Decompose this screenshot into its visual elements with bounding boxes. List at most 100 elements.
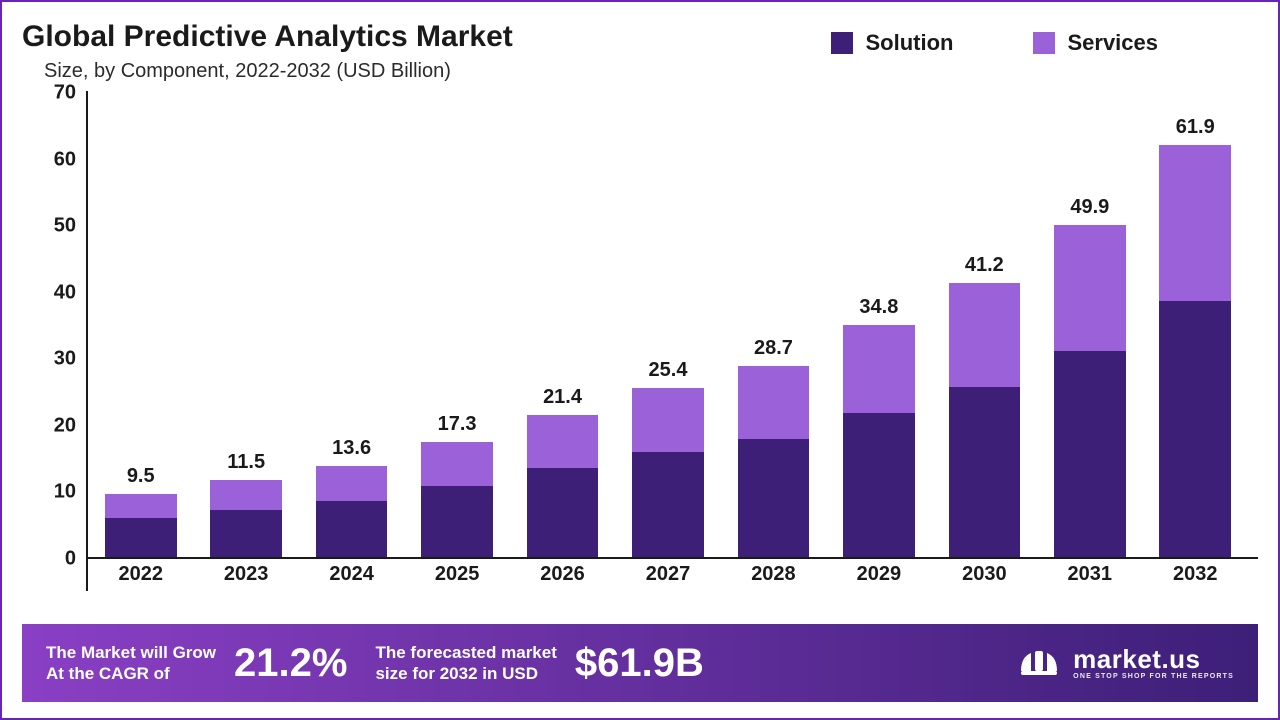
bar-slot: 61.9 bbox=[1143, 91, 1248, 557]
bar-slot: 28.7 bbox=[721, 91, 826, 557]
bar-segment-services bbox=[738, 366, 810, 439]
bar-total-label: 21.4 bbox=[543, 386, 582, 409]
y-axis: 010203040506070 bbox=[22, 91, 86, 591]
x-axis-label: 2030 bbox=[932, 563, 1037, 591]
y-tick-label: 0 bbox=[65, 548, 76, 571]
bar-segment-services bbox=[1159, 145, 1231, 301]
y-tick-label: 50 bbox=[54, 215, 76, 238]
x-axis-label: 2026 bbox=[510, 563, 615, 591]
legend-item: Solution bbox=[831, 30, 953, 56]
bar-segment-solution bbox=[105, 518, 177, 557]
bar-segment-services bbox=[316, 466, 388, 501]
bar-slot: 41.2 bbox=[932, 91, 1037, 557]
bar-slot: 9.5 bbox=[88, 91, 193, 557]
bar-slot: 49.9 bbox=[1037, 91, 1142, 557]
bar-segment-services bbox=[949, 283, 1021, 387]
bar-stack bbox=[105, 494, 177, 557]
legend-swatch bbox=[1033, 32, 1055, 54]
cagr-value: 21.2% bbox=[234, 641, 347, 686]
bar-segment-solution bbox=[632, 452, 704, 557]
cagr-label: The Market will Grow At the CAGR of bbox=[46, 642, 216, 685]
bar-slot: 25.4 bbox=[615, 91, 720, 557]
bar-segment-services bbox=[527, 415, 599, 469]
x-axis-label: 2028 bbox=[721, 563, 826, 591]
brand-block: market.us ONE STOP SHOP FOR THE REPORTS bbox=[1017, 641, 1234, 685]
bar-total-label: 9.5 bbox=[127, 465, 155, 488]
bar-total-label: 25.4 bbox=[649, 359, 688, 382]
bar-segment-services bbox=[210, 480, 282, 509]
bar-stack bbox=[421, 442, 493, 557]
bar-segment-solution bbox=[843, 413, 915, 557]
legend-swatch bbox=[831, 32, 853, 54]
x-axis-label: 2025 bbox=[404, 563, 509, 591]
bar-stack bbox=[1159, 145, 1231, 557]
forecast-label-line: size for 2032 in USD bbox=[375, 663, 556, 684]
cagr-label-line: The Market will Grow bbox=[46, 642, 216, 663]
forecast-value: $61.9B bbox=[575, 641, 704, 686]
bar-segment-services bbox=[421, 442, 493, 486]
bar-segment-solution bbox=[210, 510, 282, 557]
bar-segment-services bbox=[632, 388, 704, 452]
header-row: Global Predictive Analytics Market Size,… bbox=[22, 20, 1258, 83]
legend-label: Services bbox=[1067, 30, 1158, 56]
bar-total-label: 11.5 bbox=[227, 451, 265, 474]
y-tick-label: 60 bbox=[54, 148, 76, 171]
x-axis-label: 2029 bbox=[826, 563, 931, 591]
title-block: Global Predictive Analytics Market Size,… bbox=[22, 20, 831, 83]
bar-segment-services bbox=[843, 325, 915, 413]
y-tick-label: 10 bbox=[54, 481, 76, 504]
bar-stack bbox=[843, 325, 915, 557]
x-axis-label: 2031 bbox=[1037, 563, 1142, 591]
bar-stack bbox=[210, 480, 282, 557]
bar-stack bbox=[1054, 225, 1126, 557]
chart-title: Global Predictive Analytics Market bbox=[22, 20, 831, 54]
brand-tagline: ONE STOP SHOP FOR THE REPORTS bbox=[1073, 673, 1234, 680]
y-tick-label: 20 bbox=[54, 414, 76, 437]
x-axis-label: 2024 bbox=[299, 563, 404, 591]
x-axis-label: 2022 bbox=[88, 563, 193, 591]
brand-text: market.us ONE STOP SHOP FOR THE REPORTS bbox=[1073, 646, 1234, 681]
x-axis-labels: 2022202320242025202620272028202920302031… bbox=[88, 563, 1248, 591]
bar-total-label: 17.3 bbox=[438, 413, 477, 436]
bar-slot: 17.3 bbox=[404, 91, 509, 557]
bar-stack bbox=[527, 415, 599, 557]
bar-segment-services bbox=[105, 494, 177, 518]
bar-total-label: 49.9 bbox=[1070, 196, 1109, 219]
bar-slot: 11.5 bbox=[193, 91, 298, 557]
y-tick-label: 40 bbox=[54, 281, 76, 304]
y-tick-label: 30 bbox=[54, 348, 76, 371]
bar-segment-solution bbox=[949, 387, 1021, 557]
bar-segment-services bbox=[1054, 225, 1126, 351]
legend-item: Services bbox=[1033, 30, 1158, 56]
plot-region: 9.5 11.5 13.6 17.3 21.4 25.4 28.7 34.8 41.2 49.9 6… bbox=[86, 91, 1258, 591]
x-axis-label: 2032 bbox=[1143, 563, 1248, 591]
bar-stack bbox=[738, 366, 810, 557]
forecast-label-line: The forecasted market bbox=[375, 642, 556, 663]
brand-logo-icon bbox=[1017, 641, 1061, 685]
bar-slot: 13.6 bbox=[299, 91, 404, 557]
bar-segment-solution bbox=[421, 486, 493, 557]
bar-segment-solution bbox=[1159, 301, 1231, 557]
bar-total-label: 34.8 bbox=[859, 296, 898, 319]
forecast-label: The forecasted market size for 2032 in U… bbox=[375, 642, 556, 685]
bar-segment-solution bbox=[316, 501, 388, 557]
bar-segment-solution bbox=[738, 439, 810, 557]
chart-area: 010203040506070 9.511.513.617.321.425.42… bbox=[22, 91, 1258, 591]
bar-stack bbox=[949, 283, 1021, 557]
y-tick-label: 70 bbox=[54, 82, 76, 105]
bar-total-label: 41.2 bbox=[965, 254, 1004, 277]
bar-stack bbox=[316, 466, 388, 557]
bar-stack bbox=[632, 388, 704, 557]
bar-total-label: 13.6 bbox=[332, 437, 371, 460]
bar-slot: 21.4 bbox=[510, 91, 615, 557]
x-axis-label: 2023 bbox=[193, 563, 298, 591]
chart-card: Global Predictive Analytics Market Size,… bbox=[0, 0, 1280, 720]
footer-band: The Market will Grow At the CAGR of 21.2… bbox=[22, 624, 1258, 702]
bar-total-label: 28.7 bbox=[754, 337, 793, 360]
bar-slot: 34.8 bbox=[826, 91, 931, 557]
bar-segment-solution bbox=[527, 468, 599, 557]
brand-name: market.us bbox=[1073, 646, 1234, 673]
bar-total-label: 61.9 bbox=[1176, 116, 1215, 139]
x-axis-label: 2027 bbox=[615, 563, 720, 591]
x-axis-line bbox=[88, 557, 1258, 559]
